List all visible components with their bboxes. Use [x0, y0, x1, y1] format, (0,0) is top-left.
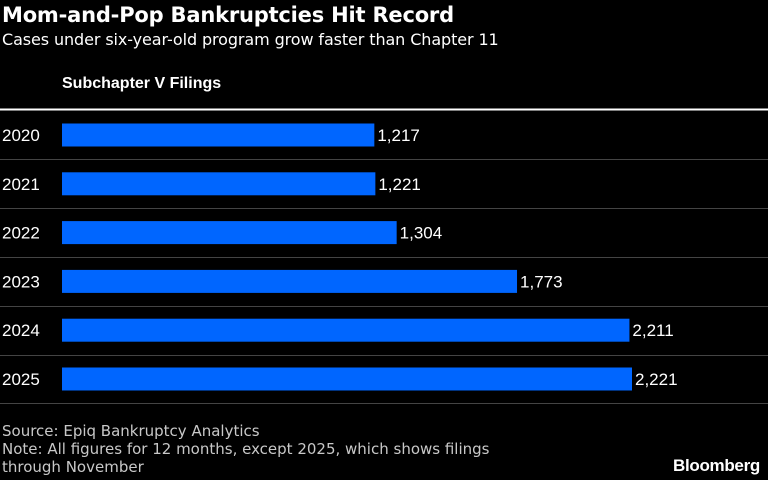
category-label: 2023 [2, 272, 40, 291]
data-label: 1,773 [520, 272, 563, 291]
chart-subtitle: Cases under six-year-old program grow fa… [2, 30, 499, 49]
data-label: 2,211 [632, 321, 673, 340]
category-label: 2025 [2, 370, 40, 389]
chart-title: Mom-and-Pop Bankruptcies Hit Record [2, 3, 454, 27]
category-label: 2021 [2, 175, 40, 194]
category-label: 2022 [2, 224, 40, 243]
data-label: 1,304 [400, 224, 443, 243]
source-note: Source: Epiq Bankruptcy Analytics [2, 422, 260, 440]
footnote-line-1: Note: All figures for 12 months, except … [2, 440, 490, 458]
bar-chart: 2020 1,217 2021 1,221 2022 1,304 2023 1,773 2024… [0, 108, 768, 404]
data-label: 1,221 [378, 175, 421, 194]
category-label: 2020 [2, 126, 40, 145]
bar [62, 172, 376, 196]
footnote-line-2: through November [2, 458, 144, 476]
bloomberg-logo: Bloomberg [672, 456, 760, 475]
chart-footer: Source: Epiq Bankruptcy Analytics Note: … [2, 422, 489, 476]
bar [62, 318, 630, 342]
bar [62, 221, 397, 245]
bar [62, 367, 632, 391]
bar [62, 269, 518, 293]
series-label: Subchapter V Filings [62, 75, 222, 92]
data-label: 1,217 [377, 126, 420, 145]
category-label: 2024 [2, 321, 40, 340]
bar [62, 123, 375, 147]
data-label: 2,221 [635, 370, 678, 389]
